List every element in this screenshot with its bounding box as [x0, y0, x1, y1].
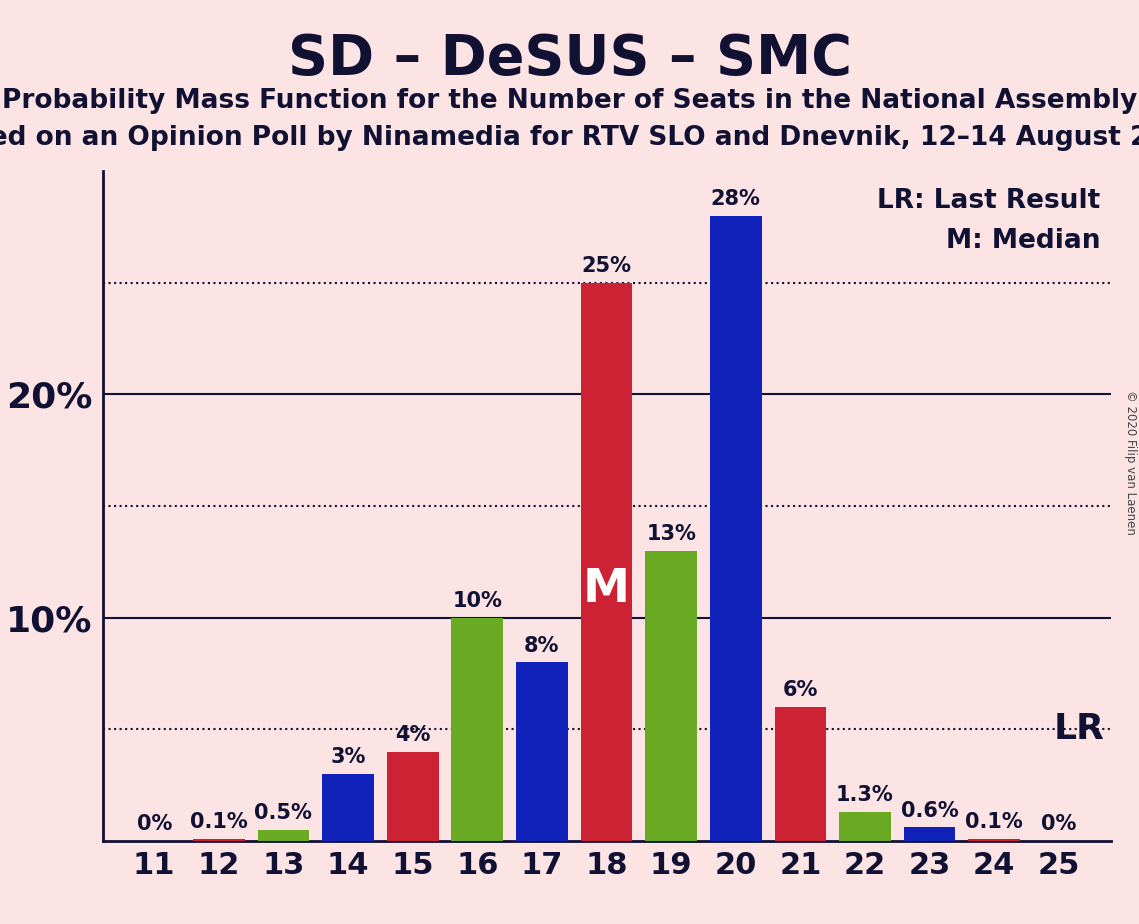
Text: SD – DeSUS – SMC: SD – DeSUS – SMC	[287, 32, 852, 86]
Text: 28%: 28%	[711, 188, 761, 209]
Text: Based on an Opinion Poll by Ninamedia for RTV SLO and Dnevnik, 12–14 August 2019: Based on an Opinion Poll by Ninamedia fo…	[0, 125, 1139, 151]
Text: 0.1%: 0.1%	[966, 812, 1023, 832]
Text: 13%: 13%	[646, 524, 696, 544]
Text: 0%: 0%	[1041, 814, 1076, 834]
Text: 6%: 6%	[782, 680, 818, 700]
Text: 1.3%: 1.3%	[836, 785, 894, 805]
Text: 25%: 25%	[582, 256, 631, 276]
Text: 0.5%: 0.5%	[254, 803, 312, 823]
Bar	[451, 617, 503, 841]
Text: 10%: 10%	[452, 590, 502, 611]
Text: 8%: 8%	[524, 636, 559, 655]
Text: 3%: 3%	[330, 748, 366, 767]
Bar	[257, 830, 310, 841]
Text: 4%: 4%	[395, 724, 431, 745]
Bar	[775, 707, 826, 841]
Text: Probability Mass Function for the Number of Seats in the National Assembly: Probability Mass Function for the Number…	[2, 88, 1137, 114]
Text: M: M	[583, 567, 630, 612]
Text: LR: LR	[1054, 712, 1104, 747]
Bar	[710, 215, 762, 841]
Bar	[387, 751, 439, 841]
Bar	[968, 839, 1021, 841]
Text: 0.1%: 0.1%	[190, 812, 247, 832]
Text: LR: Last Result: LR: Last Result	[877, 188, 1100, 213]
Bar	[516, 663, 567, 841]
Text: © 2020 Filip van Laenen: © 2020 Filip van Laenen	[1124, 390, 1137, 534]
Bar	[322, 774, 374, 841]
Text: 0.6%: 0.6%	[901, 801, 959, 821]
Bar	[903, 828, 956, 841]
Text: M: Median: M: Median	[947, 228, 1100, 254]
Bar	[192, 839, 245, 841]
Bar	[839, 812, 891, 841]
Bar	[646, 551, 697, 841]
Text: 0%: 0%	[137, 814, 172, 834]
Bar	[581, 283, 632, 841]
